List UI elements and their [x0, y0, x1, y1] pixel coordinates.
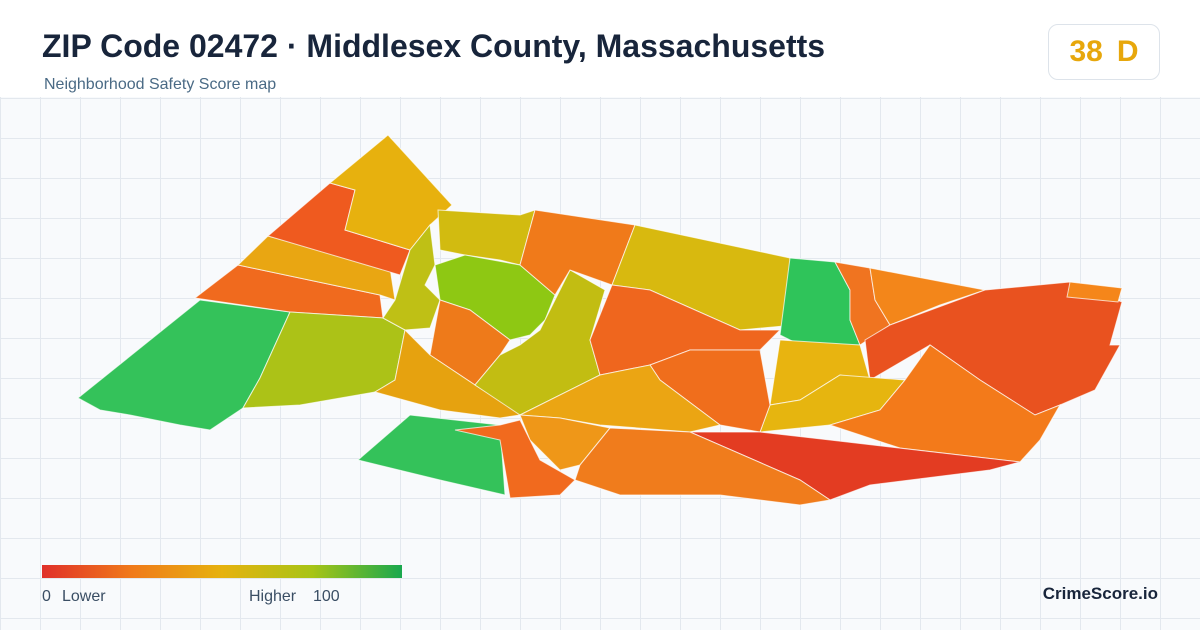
score-value: 38 — [1069, 35, 1103, 68]
legend-min-label: Lower — [62, 588, 106, 605]
legend-max-label: Higher — [249, 588, 297, 605]
map-region — [193, 264, 384, 319]
map-region — [574, 427, 832, 506]
header: ZIP Code 02472 · Middlesex County, Massa… — [0, 0, 1200, 97]
brand: CrimeScore.io — [1042, 584, 1158, 603]
legend-min: 0 — [42, 588, 51, 605]
score-badge: 38 D — [1048, 24, 1160, 80]
map-region — [382, 223, 441, 331]
map-region — [236, 235, 396, 301]
score-grade: D — [1116, 35, 1139, 68]
map-region — [77, 299, 291, 431]
map-region — [454, 419, 576, 499]
subtitle: Neighborhood Safety Score map — [44, 76, 277, 93]
map-region — [869, 267, 987, 326]
legend-max: 100 — [313, 588, 340, 605]
map-region — [828, 344, 1062, 463]
map-region — [356, 414, 506, 496]
map-region — [1066, 281, 1123, 303]
map-region — [437, 209, 536, 266]
map-regions — [77, 134, 1123, 506]
legend-gradient — [42, 565, 402, 578]
title: ZIP Code 02472 · Middlesex County, Massa… — [42, 28, 826, 64]
